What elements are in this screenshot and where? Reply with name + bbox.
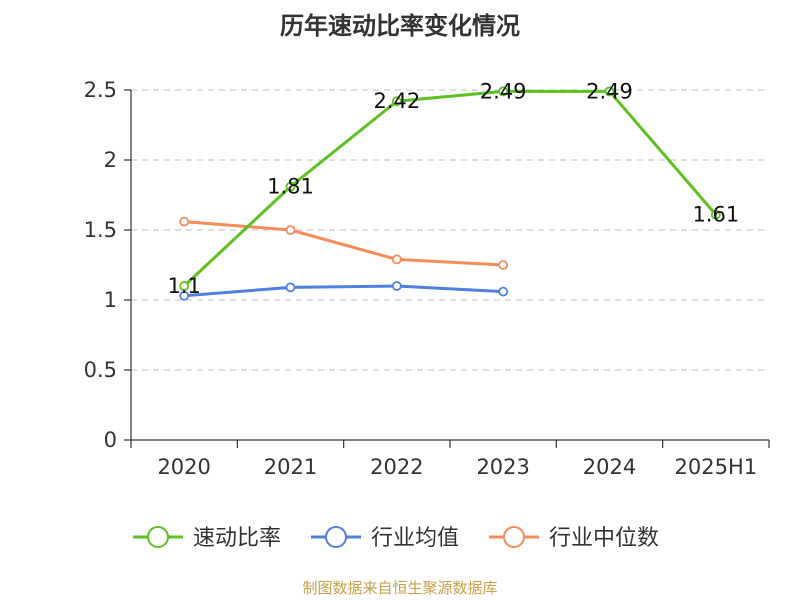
legend-label: 速动比率 [193,526,281,551]
x-tick-label: 2020 [157,455,210,479]
y-tick-label: 2 [104,148,117,172]
data-point [710,209,721,220]
x-tick-label: 2025H1 [675,455,758,479]
data-point [498,260,509,270]
data-point [179,281,190,291]
x-tick-label: 2021 [264,455,317,479]
data-point [391,254,402,265]
legend: 速动比率 行业均值 行业中位数 [133,526,659,551]
legend-marker [503,526,525,548]
data-point [285,282,296,293]
x-tick-label: 2023 [476,455,529,479]
data-point [285,225,296,235]
data-point [498,86,509,97]
data-point [391,281,402,291]
data-point [604,86,615,97]
chart-title: 历年速动比率变化情况 [280,12,520,40]
legend-label: 行业均值 [371,526,459,551]
legend-marker [325,526,347,548]
data-point [179,290,190,301]
data-label: 2.49 [480,79,527,103]
series-line [184,220,504,267]
data-point [391,96,402,107]
source-note: 制图数据来自恒生聚源数据库 [302,579,497,597]
data-label: 2.49 [586,79,633,103]
y-tick-label: 1 [104,288,117,312]
x-tick-label: 2024 [583,455,636,479]
y-tick-label: 2.5 [84,78,117,102]
legend-item: 行业均值 [311,526,459,551]
data-labels: 1.1 1.81 2.42 2.49 2.49 1.61 [167,79,739,298]
data-point [498,286,509,297]
legend-label: 行业中位数 [549,526,659,551]
data-label: 1.81 [267,175,314,199]
y-tick-label: 0.5 [84,358,117,382]
series [179,86,721,301]
series-line [183,89,717,288]
grid [131,89,769,371]
x-tick-label: 2022 [370,455,423,479]
legend-item: 速动比率 [133,526,281,551]
data-point [285,181,296,192]
data-label: 1.61 [692,203,739,227]
legend-item: 行业中位数 [489,526,659,551]
y-tick-label: 1.5 [84,218,117,242]
axes: 0 0.5 1 1.5 2 2.5 2020 2021 2022 2023 2024 2025H1 [84,78,770,479]
legend-marker [147,526,169,548]
data-label: 2.42 [373,89,420,113]
data-point [179,216,190,227]
series-line [184,284,504,298]
y-tick-label: 0 [104,428,117,452]
data-label: 1.1 [167,274,200,298]
